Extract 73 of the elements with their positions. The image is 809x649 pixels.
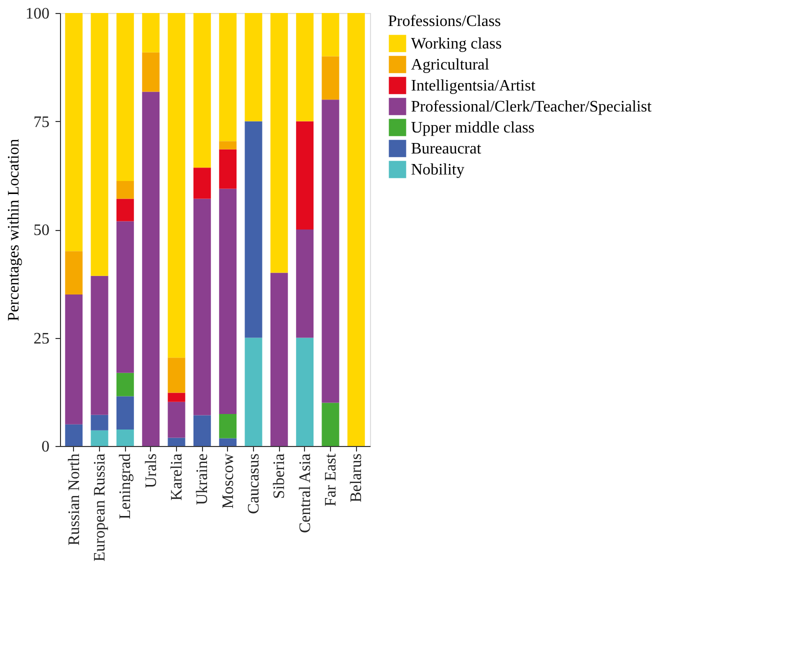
bar (116, 372, 134, 396)
bar (65, 251, 83, 294)
legend-label: Professional/Clerk/Teacher/Specialist (411, 98, 652, 116)
legend-label: Bureaucrat (411, 140, 482, 158)
bar (322, 56, 340, 100)
bar (296, 338, 314, 446)
bar (142, 92, 160, 446)
bar (90, 414, 108, 430)
y-tick-label: 75 (34, 114, 50, 131)
y-tick-label: 50 (34, 222, 50, 239)
bar (270, 13, 288, 273)
bar (90, 13, 108, 276)
bar (322, 100, 340, 403)
y-tick-label: 100 (26, 6, 50, 22)
bar (347, 13, 365, 446)
x-tick-label: Ukraine (194, 454, 212, 506)
legend-label: Upper middle class (411, 120, 535, 136)
bar (193, 168, 211, 199)
legend-label: Working class (411, 36, 502, 52)
x-tick-label: Central Asia (296, 454, 314, 534)
bar (219, 188, 237, 414)
bar (244, 121, 262, 338)
x-tick-label: Leningrad (117, 454, 134, 520)
x-tick-label: Urals (142, 454, 160, 488)
x-tick-label: Siberia (271, 454, 288, 499)
bar (322, 13, 340, 56)
y-tick-label: 0 (42, 438, 50, 456)
bar (65, 294, 83, 424)
bar (322, 402, 340, 446)
bar (168, 358, 186, 393)
legend-label: Intelligentsia/Artist (411, 78, 536, 94)
bar (168, 392, 186, 402)
bar (116, 198, 134, 222)
bar (168, 402, 186, 438)
legend-label: Agricultural (411, 56, 490, 74)
y-tick-label: 25 (34, 330, 50, 348)
bar (296, 13, 314, 122)
bar (193, 13, 211, 168)
bar (142, 52, 160, 92)
bar (168, 13, 186, 358)
x-tick-label: Far East (322, 452, 340, 506)
bar (142, 13, 160, 52)
bar (116, 396, 134, 430)
bar (116, 13, 134, 182)
x-tick-label: Russian North (66, 454, 83, 546)
bar (193, 198, 211, 416)
x-tick-label: European Russia (92, 454, 109, 562)
x-tick-label: Karelia (168, 454, 186, 501)
bar (244, 338, 262, 446)
bar (244, 13, 262, 122)
y-axis-title: Percentages within Location (6, 138, 22, 322)
bar (219, 149, 237, 189)
bar (65, 424, 83, 446)
legend-label: Nobility (411, 162, 464, 178)
bar (90, 276, 108, 415)
bar (296, 230, 314, 338)
bar (90, 430, 108, 446)
x-tick-label: Caucasus (245, 454, 262, 514)
bar (296, 121, 314, 230)
bar (219, 414, 237, 438)
bar (219, 141, 237, 150)
bar (65, 13, 83, 252)
x-tick-label: Moscow (220, 453, 237, 509)
bar (116, 430, 134, 446)
bar (270, 272, 288, 446)
bar (116, 181, 134, 199)
bar (116, 221, 134, 373)
x-tick-label: Belarus (348, 454, 366, 502)
legend-title: Professions/Class (388, 13, 501, 30)
bar (219, 13, 237, 142)
bar (168, 438, 186, 446)
bar (193, 415, 211, 446)
bar (219, 438, 237, 446)
